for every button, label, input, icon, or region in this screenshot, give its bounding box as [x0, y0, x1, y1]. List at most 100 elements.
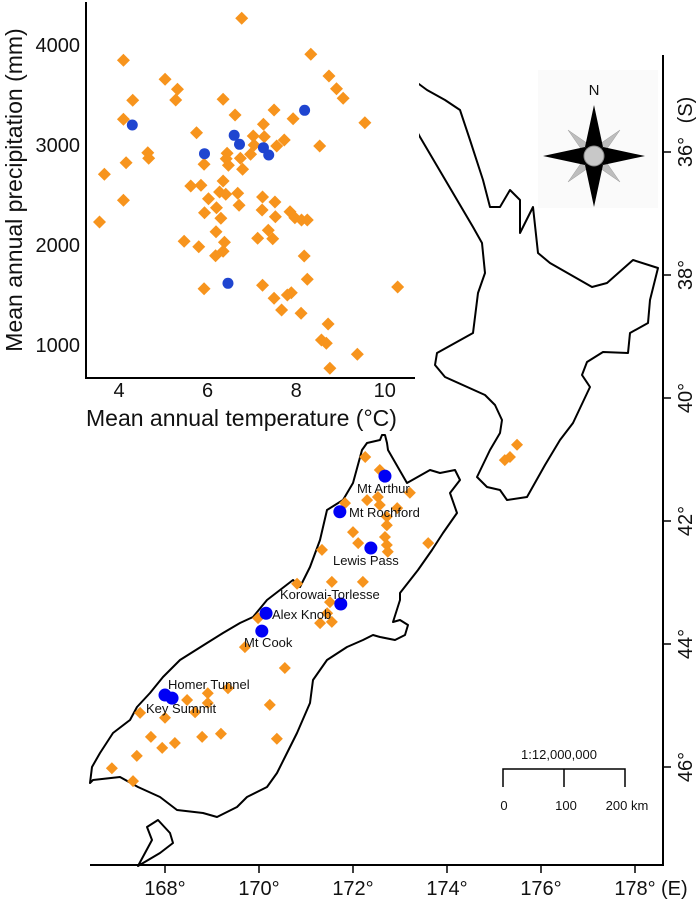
site-label-lewis-pass: Lewis Pass: [333, 553, 399, 568]
lon-tick-label: 168°: [144, 878, 185, 900]
scatter-diamond-point: [323, 361, 337, 375]
scatter-diamond-point: [280, 288, 294, 302]
map-named-site-marker: [334, 597, 348, 611]
scatter-diamond-point: [236, 162, 250, 176]
longitude-axis: 168° 170° 172° 174° 176° 178° (E): [144, 865, 688, 900]
scale-label-200km: 200 km: [606, 798, 649, 813]
scatter-diamond-point: [232, 198, 246, 212]
scatter-diamond-point: [251, 231, 265, 245]
scatter-diamond-point: [142, 151, 156, 165]
scatter-diamond-point: [257, 130, 271, 144]
south-island-outline: [89, 434, 461, 818]
scatter-diamond-point: [286, 112, 300, 126]
coastline: [89, 57, 659, 867]
scatter-diamond-point: [246, 129, 260, 143]
map-named-site-marker: [333, 505, 347, 519]
map-frame: [90, 55, 664, 866]
scatter-diamond-point: [294, 306, 308, 320]
latitude-axis: 36° 38° 40° 42° 44° 46° (S): [663, 97, 697, 782]
scatter-diamond-point: [184, 179, 198, 193]
scatter-circle-point: [299, 104, 311, 116]
scatter-diamond-point: [330, 82, 344, 96]
scatter-diamond-point: [256, 117, 270, 131]
scatter-diamond-point: [214, 211, 228, 225]
scatter-x-tick-label: 6: [202, 380, 213, 402]
scatter-diamond-point: [93, 215, 107, 229]
scatter-circle-point: [263, 149, 275, 161]
scatter-diamond-point: [322, 69, 336, 83]
scatter-diamond-point: [300, 213, 314, 227]
map-named-site-marker: [378, 469, 392, 483]
map-site-diamond: [381, 545, 394, 558]
scatter-diamond-point: [275, 303, 289, 317]
scatter-diamond-point: [350, 347, 364, 361]
north-island-outline: [377, 57, 659, 501]
scale-bar: 1:12,000,000 0 100 200 km: [500, 747, 648, 813]
scatter-circle-point: [198, 148, 210, 160]
map-site-diamond: [221, 682, 234, 695]
map-site-diamond: [196, 730, 209, 743]
map-site-diamond: [238, 641, 251, 654]
map-site-diamond: [378, 530, 391, 543]
scale-ratio: 1:12,000,000: [521, 747, 597, 762]
map-named-site-marker: [255, 624, 269, 638]
lat-tick-label: 36°: [675, 137, 697, 167]
lon-tick-label: 172°: [332, 878, 373, 900]
map-site-diamond: [201, 687, 214, 700]
scatter-diamond-point: [119, 156, 133, 170]
scale-label-0: 0: [500, 798, 507, 813]
stewart-island-outline: [137, 819, 174, 867]
map-site-diamond: [511, 438, 524, 451]
site-label-mt-arthur: Mt Arthur: [357, 481, 410, 496]
map-site-diamond: [270, 732, 283, 745]
map-site-diamond: [371, 491, 384, 504]
inset-background: [0, 0, 419, 432]
scatter-x-tick-label: 8: [291, 380, 302, 402]
lat-unit-label: (S): [675, 97, 697, 124]
map-site-diamond: [189, 706, 202, 719]
scatter-diamond-point: [97, 167, 111, 181]
site-label-mt-cook: Mt Cook: [244, 635, 293, 650]
scatter-diamond-point: [216, 174, 230, 188]
compass-north-label: N: [589, 82, 600, 99]
map-site-diamond: [315, 543, 328, 556]
map-site-diamond: [380, 510, 393, 523]
lat-tick-label: 38°: [675, 260, 697, 290]
scatter-diamond-point: [277, 133, 291, 147]
map-site-diamond: [181, 693, 194, 706]
lon-tick-label: 178°: [614, 878, 655, 900]
scatter-points: [93, 11, 405, 375]
map-site-diamond: [263, 698, 276, 711]
map-site-diamond: [422, 537, 435, 550]
scatter-y-tick-label: 3000: [36, 135, 81, 157]
scatter-diamond-point: [197, 157, 211, 171]
scatter-diamond-point: [267, 103, 281, 117]
scale-label-100: 100: [555, 798, 577, 813]
inset-scatter-plot: 4 6 8 10 1000 2000 3000 4000 Mean annual temper…: [0, 0, 419, 432]
scatter-diamond-point: [177, 234, 191, 248]
compass-rose-icon: [543, 105, 645, 207]
scatter-diamond-point: [197, 206, 211, 220]
scatter-diamond-point: [169, 93, 183, 107]
scatter-diamond-point: [321, 317, 335, 331]
scatter-x-title: Mean annual temperature (°C): [86, 405, 397, 431]
scatter-diamond-point: [300, 272, 314, 286]
map-site-diamond: [105, 762, 118, 775]
scatter-diamond-point: [358, 116, 372, 130]
lon-tick-label: 174°: [426, 878, 467, 900]
site-label-homer-tunnel: Homer Tunnel: [168, 677, 250, 692]
scale-bar-line: [502, 768, 626, 787]
lat-tick-label: 40°: [675, 383, 697, 413]
lat-tick-label: 44°: [675, 629, 697, 659]
scatter-diamond-point: [319, 336, 333, 350]
map-site-diamond: [325, 615, 338, 628]
map-site-diamond: [291, 577, 304, 590]
scatter-y-tick-label: 4000: [36, 35, 81, 57]
scatter-diamond-point: [158, 72, 172, 86]
scatter-diamond-point: [244, 147, 258, 161]
lon-unit-label: (E): [661, 878, 688, 900]
site-label-korowai-torlesse: Korowai-Torlesse: [280, 587, 380, 602]
map-site-diamond: [498, 454, 511, 467]
